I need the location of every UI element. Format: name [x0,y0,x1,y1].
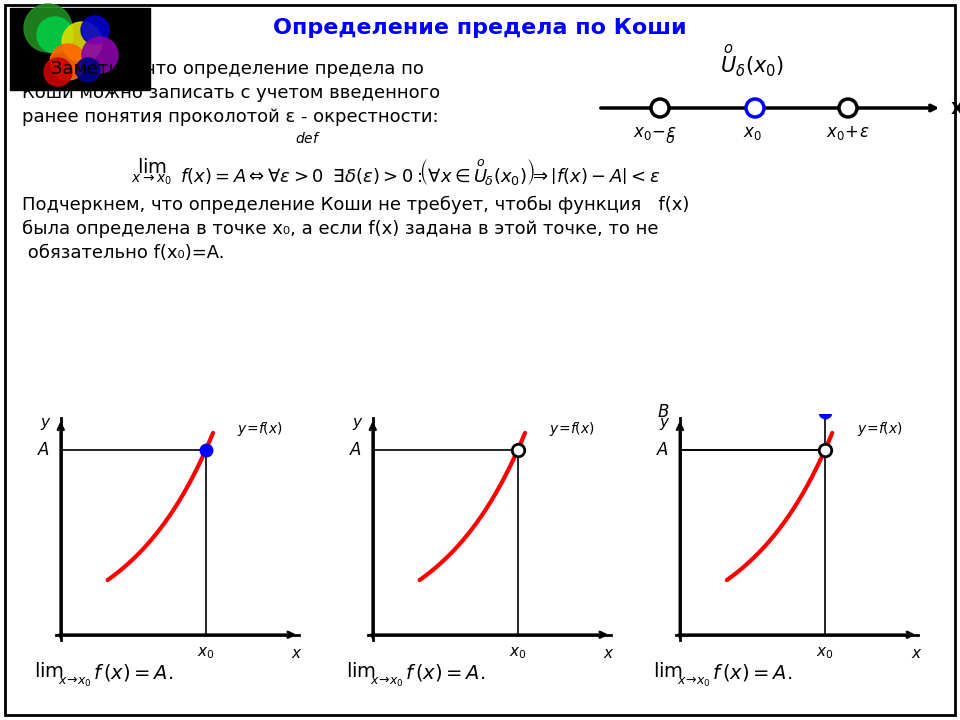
Text: $o$: $o$ [665,132,675,146]
Text: Подчеркнем, что определение Коши не требует, чтобы функция   f(x): Подчеркнем, что определение Коши не треб… [22,196,689,215]
Text: $x\!\to\!x_0$: $x\!\to\!x_0$ [677,675,710,690]
Circle shape [81,16,109,44]
Text: $x_0$: $x_0$ [509,646,526,662]
Text: $x_0$: $x_0$ [197,646,214,662]
Text: $A$: $A$ [657,441,669,459]
Text: $x$: $x$ [910,646,922,661]
Text: $f\,(x) = A.$: $f\,(x) = A.$ [405,662,486,683]
Text: $f\,(x) = A.$: $f\,(x) = A.$ [712,662,793,683]
Circle shape [76,58,100,82]
Circle shape [651,99,669,117]
Text: $x_0$: $x_0$ [742,124,761,142]
Text: $\lim$: $\lim$ [34,662,63,681]
Circle shape [37,17,73,53]
Text: Коши можно записать с учетом введенного: Коши можно записать с учетом введенного [22,84,440,102]
Circle shape [82,37,118,73]
Text: $y\!=\!f(x)$: $y\!=\!f(x)$ [549,420,595,438]
Text: Заметим, что определение предела по: Заметим, что определение предела по [22,60,424,78]
Text: $x_0$: $x_0$ [816,646,833,662]
Text: $\overset{o}{U}_{\delta}(x_0)$: $\overset{o}{U}_{\delta}(x_0)$ [720,43,784,80]
Text: $\lim$: $\lim$ [346,662,375,681]
Circle shape [24,4,72,52]
Text: $y$: $y$ [660,416,671,432]
Circle shape [746,99,764,117]
Text: $\mathit{def}$: $\mathit{def}$ [295,131,321,146]
Text: $x_0\!+\!\varepsilon$: $x_0\!+\!\varepsilon$ [827,124,870,142]
Text: $x$: $x$ [603,646,614,661]
Text: $x$: $x$ [291,646,302,661]
Text: $\lim$: $\lim$ [137,158,167,177]
Text: ранее понятия проколотой ε - окрестности:: ранее понятия проколотой ε - окрестности… [22,108,439,126]
Text: $A$: $A$ [349,441,362,459]
Text: обязательно f(x₀)=A.: обязательно f(x₀)=A. [22,244,225,262]
Text: $f\,(x) = A.$: $f\,(x) = A.$ [93,662,174,683]
Text: $f(x) = A \Leftrightarrow \forall\varepsilon > 0 \;\; \exists\delta(\varepsilon): $f(x) = A \Leftrightarrow \forall\vareps… [180,158,660,189]
Text: $y$: $y$ [352,416,364,432]
Text: $A$: $A$ [37,441,50,459]
Text: $\mathbf{x}$: $\mathbf{x}$ [950,98,960,118]
Bar [10,8,150,90]
Text: $x_0\!-\!\varepsilon$: $x_0\!-\!\varepsilon$ [634,124,677,142]
Text: $B$: $B$ [657,403,669,421]
Text: $y\!=\!f(x)$: $y\!=\!f(x)$ [237,420,283,438]
Text: была определена в точке x₀, а если f(x) задана в этой точке, то не: была определена в точке x₀, а если f(x) … [22,220,659,238]
Text: $y$: $y$ [40,416,52,432]
Circle shape [50,44,86,80]
Text: $x\to x_0$: $x\to x_0$ [132,173,173,187]
Circle shape [44,58,72,86]
Text: $\lim$: $\lim$ [653,662,683,681]
Text: $y\!=\!f(x)$: $y\!=\!f(x)$ [856,420,902,438]
Text: $x\!\to\!x_0$: $x\!\to\!x_0$ [58,675,91,690]
Text: Определение предела по Коши: Определение предела по Коши [274,18,686,38]
Circle shape [62,22,102,62]
Text: $x\!\to\!x_0$: $x\!\to\!x_0$ [370,675,403,690]
Circle shape [839,99,857,117]
